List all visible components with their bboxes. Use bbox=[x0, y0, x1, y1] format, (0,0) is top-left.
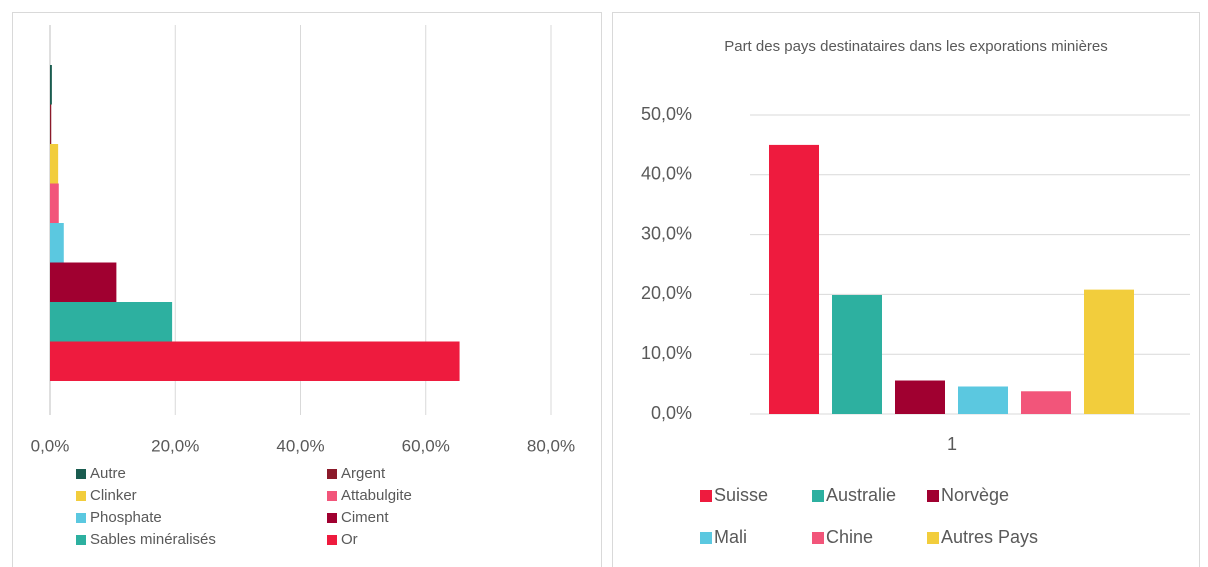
x-tick-label: 20,0% bbox=[151, 436, 199, 455]
legend-swatch bbox=[700, 532, 712, 544]
legend-label: Ciment bbox=[341, 509, 389, 526]
y-tick-label: 50,0% bbox=[641, 104, 692, 124]
chart-title: Part des pays destinataires dans les exp… bbox=[724, 38, 1108, 55]
legend-label: Mali bbox=[714, 527, 747, 547]
legend-label: Clinker bbox=[90, 487, 137, 504]
legend-swatch bbox=[327, 491, 337, 501]
legend-label: Suisse bbox=[714, 485, 768, 505]
legend-swatch bbox=[812, 532, 824, 544]
bar bbox=[50, 223, 64, 263]
bar bbox=[895, 380, 945, 414]
legend-swatch bbox=[812, 490, 824, 502]
bar bbox=[832, 294, 882, 414]
bar bbox=[50, 341, 460, 381]
legend-swatch bbox=[76, 491, 86, 501]
x-tick-label: 60,0% bbox=[402, 436, 450, 455]
x-tick-label: 40,0% bbox=[276, 436, 324, 455]
bar bbox=[50, 302, 173, 342]
left-panel bbox=[12, 12, 602, 567]
y-tick-label: 20,0% bbox=[641, 283, 692, 303]
legend-label: Argent bbox=[341, 465, 386, 482]
x-tick-label: 1 bbox=[947, 434, 957, 454]
legend-swatch bbox=[76, 469, 86, 479]
y-tick-label: 0,0% bbox=[651, 403, 692, 423]
legend-label: Norvège bbox=[941, 485, 1009, 505]
y-tick-label: 30,0% bbox=[641, 223, 692, 243]
bar bbox=[50, 144, 59, 184]
bar bbox=[1021, 391, 1071, 414]
legend-label: Attabulgite bbox=[341, 487, 412, 504]
bar bbox=[769, 144, 819, 414]
bar bbox=[50, 104, 52, 144]
bar bbox=[50, 262, 117, 302]
legend-label: Sables minéralisés bbox=[90, 531, 216, 548]
y-tick-label: 40,0% bbox=[641, 164, 692, 184]
bar bbox=[958, 386, 1008, 414]
legend-swatch bbox=[76, 535, 86, 545]
y-tick-label: 10,0% bbox=[641, 343, 692, 363]
x-tick-label: 0,0% bbox=[31, 436, 70, 455]
x-tick-label: 80,0% bbox=[527, 436, 575, 455]
legend-swatch bbox=[76, 513, 86, 523]
legend-label: Chine bbox=[826, 527, 873, 547]
legend-swatch bbox=[327, 469, 337, 479]
bar bbox=[1084, 289, 1134, 414]
legend-swatch bbox=[327, 535, 337, 545]
legend-label: Or bbox=[341, 531, 358, 548]
legend-label: Autres Pays bbox=[941, 527, 1038, 547]
bar bbox=[50, 183, 59, 223]
legend-swatch bbox=[700, 490, 712, 502]
legend-swatch bbox=[927, 532, 939, 544]
legend-swatch bbox=[327, 513, 337, 523]
legend-label: Autre bbox=[90, 465, 126, 482]
legend-swatch bbox=[927, 490, 939, 502]
right-panel bbox=[612, 12, 1200, 567]
legend-label: Phosphate bbox=[90, 509, 162, 526]
legend-label: Australie bbox=[826, 485, 896, 505]
bar bbox=[50, 65, 52, 105]
